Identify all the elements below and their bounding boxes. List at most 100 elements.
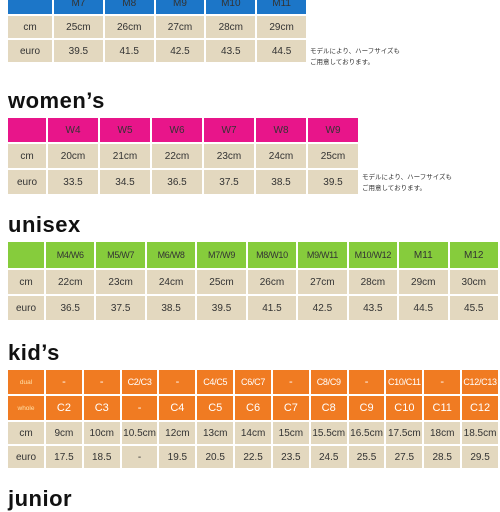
womens-size-head: W8 xyxy=(256,118,306,142)
size-top: C10 xyxy=(387,377,404,387)
unisex-euro-cell: 44.5 xyxy=(399,296,448,320)
unisex-cm-cell: 26cm xyxy=(247,270,297,294)
kids-euro-cell: 19.5 xyxy=(159,446,196,468)
womens-size-head: W5 xyxy=(100,118,150,142)
unisex-size-head: M9/W11 xyxy=(298,242,347,268)
mens-cm-cell: 25cm xyxy=(54,16,103,38)
kids-whole-cell: C6 xyxy=(235,396,271,420)
kids-dual-cell: C10/C11 xyxy=(386,370,423,394)
kids-cm-cell: 16.5cm xyxy=(348,422,385,444)
kids-euro-cell: 28.5 xyxy=(424,446,461,468)
mens-cm-cell: 26cm xyxy=(104,16,154,38)
womens-title: women’s xyxy=(8,88,105,113)
kids-euro-cell: 24.5 xyxy=(310,446,347,468)
size-bottom: W7 xyxy=(121,249,135,260)
mens-size-head: M8 xyxy=(104,0,154,14)
size-top: M5 xyxy=(107,249,120,260)
unisex-cm-cell: 30cm xyxy=(449,270,498,294)
kids-euro-cell: 27.5 xyxy=(386,446,423,468)
row-label-euro: euro xyxy=(8,170,46,194)
unisex-euro-cell: 45.5 xyxy=(449,296,498,320)
dual-size-pair: C2/C3 xyxy=(127,377,152,387)
womens-euro-cell: 37.5 xyxy=(204,170,254,194)
size-bottom: W11 xyxy=(320,249,338,260)
mens-euro-cell: 44.5 xyxy=(257,40,306,62)
kids-dual-cell: C12/C13 xyxy=(462,370,498,394)
unisex-cm-cell: 23cm xyxy=(96,270,145,294)
womens-euro-cell: 39.5 xyxy=(308,170,358,194)
mens-header-blank xyxy=(8,0,52,14)
unisex-euro-cell: 41.5 xyxy=(247,296,297,320)
kids-whole-cell: C4 xyxy=(159,396,196,420)
note-line: モデルにより、ハーフサイズも xyxy=(362,174,453,181)
row-label-cm: cm xyxy=(8,144,46,168)
size-top: C12 xyxy=(463,377,479,387)
womens-cm-cell: 20cm xyxy=(48,144,98,168)
kids-dual-cell: - xyxy=(348,370,385,394)
size-bottom: W6 xyxy=(70,249,84,260)
unisex-cm-cell: 27cm xyxy=(298,270,347,294)
row-label-euro: euro xyxy=(8,446,44,468)
row-label-euro: euro xyxy=(8,40,52,62)
unisex-size-table: M4/W6 M5/W7 M6/W8 M7/W9 M8/W10 M9/W11 M1… xyxy=(6,240,500,322)
womens-euro-cell: 33.5 xyxy=(48,170,98,194)
mens-size-head: M10 xyxy=(206,0,256,14)
size-bottom: C5 xyxy=(216,377,228,387)
womens-size-head: W7 xyxy=(204,118,254,142)
kids-dual-cell: C2/C3 xyxy=(121,370,158,394)
womens-size-head: W9 xyxy=(308,118,358,142)
size-bottom: W9 xyxy=(222,249,236,260)
kids-whole-cell: C7 xyxy=(272,396,309,420)
size-top: M9 xyxy=(306,249,319,260)
womens-euro-cell: 34.5 xyxy=(100,170,150,194)
unisex-cm-cell: 22cm xyxy=(46,270,95,294)
kids-whole-cell: C9 xyxy=(348,396,385,420)
unisex-cm-cell: 25cm xyxy=(197,270,246,294)
kids-whole-cell: C2 xyxy=(46,396,82,420)
unisex-size-head: M7/W9 xyxy=(197,242,246,268)
kids-dual-cell: - xyxy=(272,370,309,394)
size-bottom: C7 xyxy=(254,377,266,387)
dual-size-pair: C4/C5 xyxy=(203,377,228,387)
note-line: ご用意しております。 xyxy=(310,59,374,66)
size-top: M10 xyxy=(354,249,372,260)
mens-size-head: M7 xyxy=(54,0,103,14)
kids-cm-cell: 9cm xyxy=(46,422,82,444)
womens-cm-cell: 25cm xyxy=(308,144,358,168)
unisex-euro-cell: 43.5 xyxy=(348,296,398,320)
size-bottom: W10 xyxy=(270,249,288,260)
kids-euro-cell: 23.5 xyxy=(272,446,309,468)
note-line: モデルにより、ハーフサイズも xyxy=(310,48,401,55)
kids-dual-cell: C6/C7 xyxy=(235,370,271,394)
size-top: C8 xyxy=(316,377,328,387)
unisex-cm-cell: 24cm xyxy=(146,270,196,294)
size-top: M7 xyxy=(208,249,220,260)
kids-dual-cell: - xyxy=(83,370,120,394)
kids-size-table: dual - - C2/C3- C4/C5 C6/C7- C8/C9- C10/C11- C1… xyxy=(6,368,500,470)
junior-title: junior xyxy=(8,486,73,511)
unisex-size-head: M12 xyxy=(449,242,498,268)
kids-whole-cell: C12 xyxy=(462,396,498,420)
row-label-euro: euro xyxy=(8,296,44,320)
unisex-title: unisex xyxy=(8,212,81,237)
kids-cm-cell: 10cm xyxy=(83,422,120,444)
size-top: C6 xyxy=(241,377,252,387)
unisex-size-head: M6/W8 xyxy=(146,242,196,268)
kids-euro-cell: 18.5 xyxy=(83,446,120,468)
dual-size-pair: C6/C7 xyxy=(241,377,266,387)
womens-size-head: W6 xyxy=(152,118,202,142)
dual-size-pair: C8/C9 xyxy=(316,377,341,387)
unisex-euro-cell: 38.5 xyxy=(146,296,196,320)
unisex-size-head: M11 xyxy=(399,242,448,268)
womens-header-blank xyxy=(8,118,46,142)
kids-whole-cell: C11 xyxy=(424,396,461,420)
kids-dual-cell: - xyxy=(46,370,82,394)
kids-cm-cell: 10.5cm xyxy=(121,422,158,444)
kids-dual-cell: C4/C5 xyxy=(197,370,234,394)
kids-whole-label: whole xyxy=(8,396,44,420)
mens-euro-cell: 39.5 xyxy=(54,40,103,62)
kids-cm-cell: 15.5cm xyxy=(310,422,347,444)
mens-size-head: M9 xyxy=(155,0,205,14)
note-line: ご用意しております。 xyxy=(362,185,426,192)
size-top: C2 xyxy=(127,377,139,387)
